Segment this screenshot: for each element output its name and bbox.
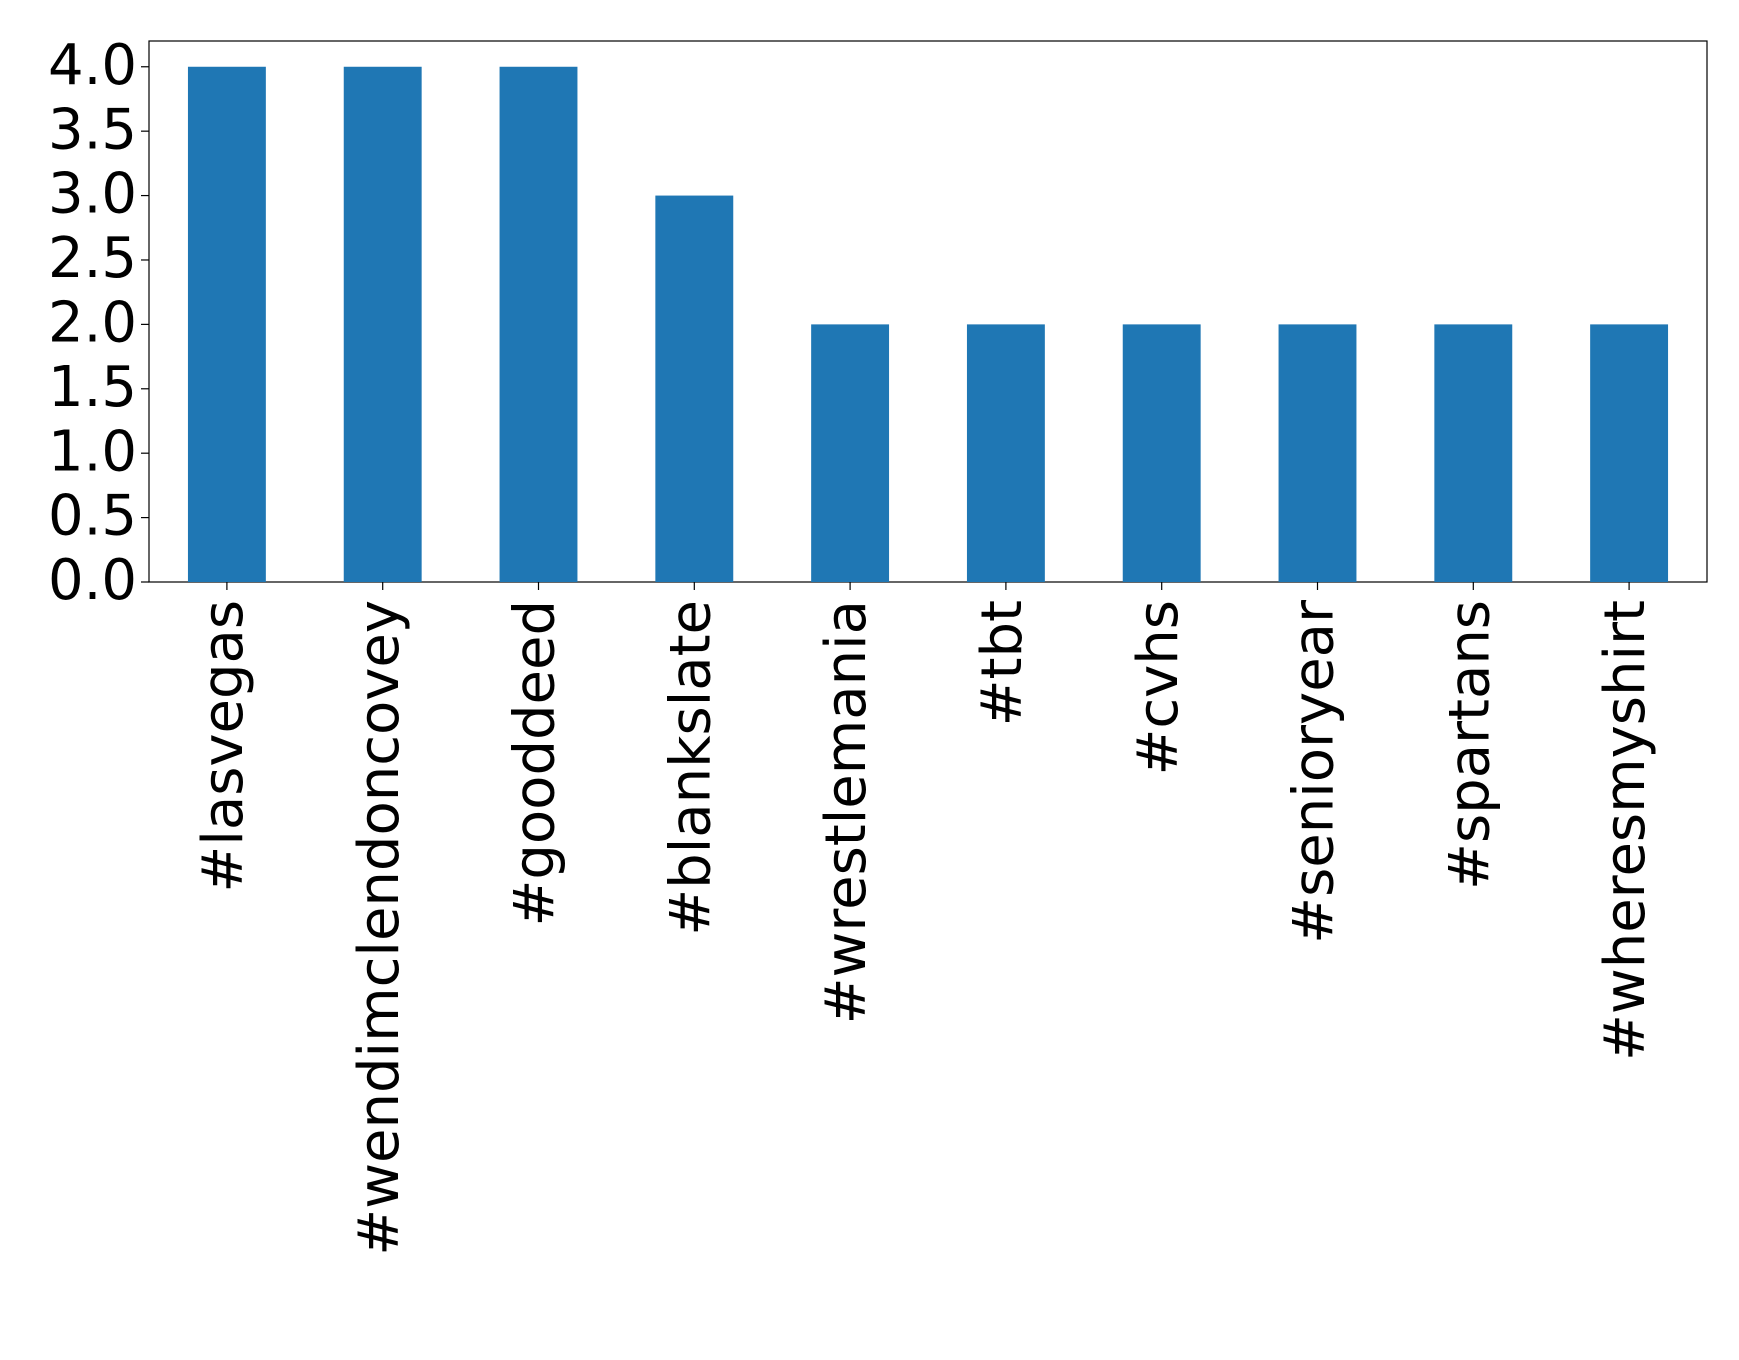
bar	[1590, 324, 1669, 582]
bar	[1122, 324, 1201, 582]
x-tick-label: #wrestlemania	[814, 600, 879, 1024]
bar	[966, 324, 1045, 582]
y-tick-label: 0.5	[48, 484, 137, 549]
x-tick-label: #senioryear	[1282, 599, 1347, 944]
bar	[1434, 324, 1513, 582]
x-tick-label: #lasvegas	[191, 600, 256, 893]
x-tick-label: #spartans	[1437, 600, 1502, 890]
y-tick-label: 0.0	[48, 548, 137, 613]
y-tick-label: 2.5	[48, 226, 137, 291]
y-tick-label: 2.0	[48, 291, 137, 356]
y-tick-label: 4.0	[48, 33, 137, 98]
x-tick-label: #wheresmyshirt	[1593, 600, 1658, 1061]
x-tick-label: #cvhs	[1126, 600, 1191, 776]
bar	[343, 66, 422, 582]
x-tick-label: #gooddeed	[503, 600, 568, 927]
y-tick-label: 3.5	[48, 97, 137, 162]
x-tick-label: #tbt	[970, 600, 1035, 726]
bar	[1278, 324, 1357, 582]
x-tick-label: #blankslate	[658, 600, 723, 936]
bar	[655, 195, 734, 583]
y-tick-label: 1.5	[48, 355, 137, 420]
bar	[187, 66, 266, 582]
y-tick-label: 3.0	[48, 162, 137, 227]
x-tick-label: #wendimclendoncovey	[347, 600, 412, 1256]
bar	[499, 66, 578, 582]
y-tick-label: 1.0	[48, 419, 137, 484]
bar	[811, 324, 890, 582]
plot-frame	[148, 40, 1708, 583]
